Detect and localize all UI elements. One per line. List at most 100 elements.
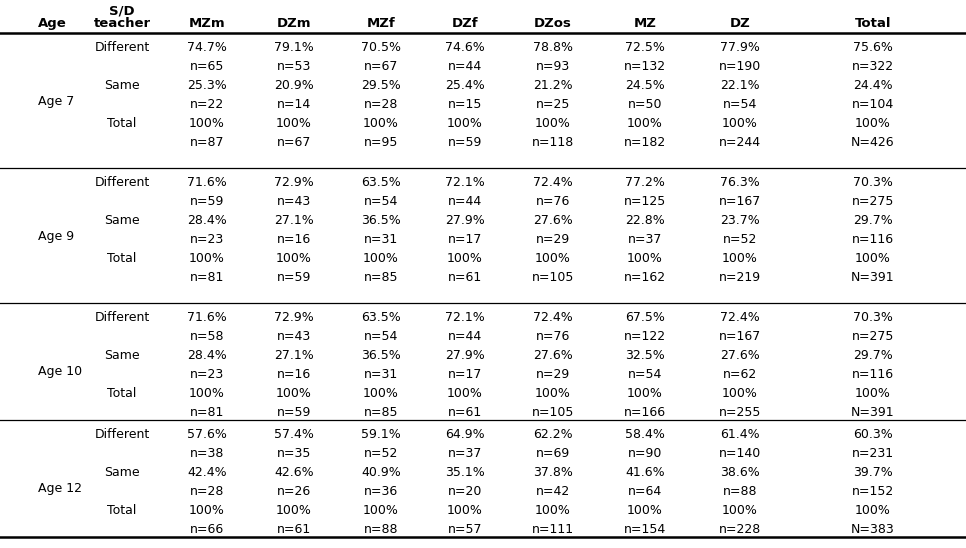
Text: DZf: DZf bbox=[452, 17, 478, 30]
Text: n=44: n=44 bbox=[448, 195, 482, 208]
Text: n=29: n=29 bbox=[536, 233, 570, 246]
Text: n=85: n=85 bbox=[364, 271, 398, 284]
Text: 100%: 100% bbox=[535, 387, 571, 400]
Text: 100%: 100% bbox=[189, 117, 225, 130]
Text: n=66: n=66 bbox=[190, 523, 224, 536]
Text: 25.4%: 25.4% bbox=[445, 79, 485, 92]
Text: n=167: n=167 bbox=[719, 195, 761, 208]
Text: n=88: n=88 bbox=[364, 523, 398, 536]
Text: n=95: n=95 bbox=[364, 136, 398, 149]
Text: n=152: n=152 bbox=[852, 485, 895, 498]
Text: 27.6%: 27.6% bbox=[720, 349, 760, 362]
Text: 20.9%: 20.9% bbox=[274, 79, 314, 92]
Text: n=87: n=87 bbox=[189, 136, 224, 149]
Text: n=58: n=58 bbox=[189, 330, 224, 343]
Text: 100%: 100% bbox=[447, 117, 483, 130]
Text: 63.5%: 63.5% bbox=[361, 176, 401, 189]
Text: 72.9%: 72.9% bbox=[274, 176, 314, 189]
Text: 100%: 100% bbox=[363, 387, 399, 400]
Text: 62.2%: 62.2% bbox=[533, 428, 573, 441]
Text: 100%: 100% bbox=[855, 387, 891, 400]
Text: n=93: n=93 bbox=[536, 60, 570, 73]
Text: 61.4%: 61.4% bbox=[721, 428, 760, 441]
Text: Different: Different bbox=[95, 41, 150, 54]
Text: 100%: 100% bbox=[189, 387, 225, 400]
Text: n=59: n=59 bbox=[448, 136, 482, 149]
Text: 22.8%: 22.8% bbox=[625, 214, 665, 227]
Text: Age 7: Age 7 bbox=[38, 95, 74, 108]
Text: n=61: n=61 bbox=[277, 523, 311, 536]
Text: 100%: 100% bbox=[627, 117, 663, 130]
Text: n=116: n=116 bbox=[852, 233, 895, 246]
Text: Same: Same bbox=[104, 466, 140, 479]
Text: 77.2%: 77.2% bbox=[625, 176, 665, 189]
Text: 100%: 100% bbox=[276, 504, 312, 517]
Text: n=140: n=140 bbox=[719, 447, 761, 460]
Text: 100%: 100% bbox=[276, 252, 312, 265]
Text: teacher: teacher bbox=[94, 17, 151, 30]
Text: n=132: n=132 bbox=[624, 60, 667, 73]
Text: 100%: 100% bbox=[189, 252, 225, 265]
Text: n=228: n=228 bbox=[719, 523, 761, 536]
Text: n=44: n=44 bbox=[448, 60, 482, 73]
Text: n=17: n=17 bbox=[448, 233, 482, 246]
Text: n=54: n=54 bbox=[364, 330, 398, 343]
Text: 100%: 100% bbox=[535, 252, 571, 265]
Text: Same: Same bbox=[104, 349, 140, 362]
Text: 100%: 100% bbox=[855, 504, 891, 517]
Text: n=54: n=54 bbox=[628, 368, 662, 381]
Text: n=190: n=190 bbox=[719, 60, 761, 73]
Text: n=76: n=76 bbox=[536, 330, 570, 343]
Text: 77.9%: 77.9% bbox=[720, 41, 760, 54]
Text: 100%: 100% bbox=[363, 504, 399, 517]
Text: 22.1%: 22.1% bbox=[721, 79, 760, 92]
Text: 100%: 100% bbox=[855, 252, 891, 265]
Text: n=322: n=322 bbox=[852, 60, 895, 73]
Text: n=52: n=52 bbox=[364, 447, 398, 460]
Text: 35.1%: 35.1% bbox=[445, 466, 485, 479]
Text: n=85: n=85 bbox=[364, 406, 398, 419]
Text: 100%: 100% bbox=[722, 387, 758, 400]
Text: 27.6%: 27.6% bbox=[533, 214, 573, 227]
Text: 72.4%: 72.4% bbox=[533, 311, 573, 324]
Text: 74.7%: 74.7% bbox=[187, 41, 227, 54]
Text: 72.1%: 72.1% bbox=[445, 176, 485, 189]
Text: n=76: n=76 bbox=[536, 195, 570, 208]
Text: n=88: n=88 bbox=[723, 485, 757, 498]
Text: n=255: n=255 bbox=[719, 406, 761, 419]
Text: Age 9: Age 9 bbox=[38, 230, 74, 243]
Text: n=122: n=122 bbox=[624, 330, 667, 343]
Text: Different: Different bbox=[95, 176, 150, 189]
Text: N=391: N=391 bbox=[851, 406, 895, 419]
Text: 29.7%: 29.7% bbox=[853, 349, 893, 362]
Text: Different: Different bbox=[95, 311, 150, 324]
Text: DZ: DZ bbox=[729, 17, 751, 30]
Text: 72.1%: 72.1% bbox=[445, 311, 485, 324]
Text: 36.5%: 36.5% bbox=[361, 349, 401, 362]
Text: 75.6%: 75.6% bbox=[853, 41, 893, 54]
Text: 100%: 100% bbox=[363, 117, 399, 130]
Text: 27.6%: 27.6% bbox=[533, 349, 573, 362]
Text: 70.3%: 70.3% bbox=[853, 176, 893, 189]
Text: 57.4%: 57.4% bbox=[274, 428, 314, 441]
Text: 28.4%: 28.4% bbox=[187, 349, 227, 362]
Text: n=104: n=104 bbox=[852, 98, 895, 111]
Text: 60.3%: 60.3% bbox=[853, 428, 893, 441]
Text: n=81: n=81 bbox=[189, 271, 224, 284]
Text: n=22: n=22 bbox=[190, 98, 224, 111]
Text: Total: Total bbox=[855, 17, 892, 30]
Text: n=23: n=23 bbox=[190, 233, 224, 246]
Text: n=61: n=61 bbox=[448, 271, 482, 284]
Text: n=275: n=275 bbox=[852, 195, 895, 208]
Text: 72.9%: 72.9% bbox=[274, 311, 314, 324]
Text: n=14: n=14 bbox=[277, 98, 311, 111]
Text: 100%: 100% bbox=[722, 504, 758, 517]
Text: n=59: n=59 bbox=[277, 271, 311, 284]
Text: 76.3%: 76.3% bbox=[720, 176, 760, 189]
Text: n=35: n=35 bbox=[277, 447, 311, 460]
Text: n=64: n=64 bbox=[628, 485, 662, 498]
Text: n=69: n=69 bbox=[536, 447, 570, 460]
Text: N=426: N=426 bbox=[851, 136, 895, 149]
Text: n=275: n=275 bbox=[852, 330, 895, 343]
Text: n=16: n=16 bbox=[277, 233, 311, 246]
